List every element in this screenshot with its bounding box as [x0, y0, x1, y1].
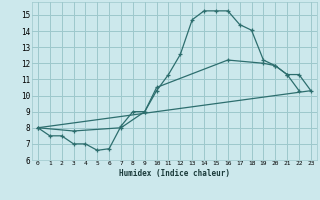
X-axis label: Humidex (Indice chaleur): Humidex (Indice chaleur): [119, 169, 230, 178]
